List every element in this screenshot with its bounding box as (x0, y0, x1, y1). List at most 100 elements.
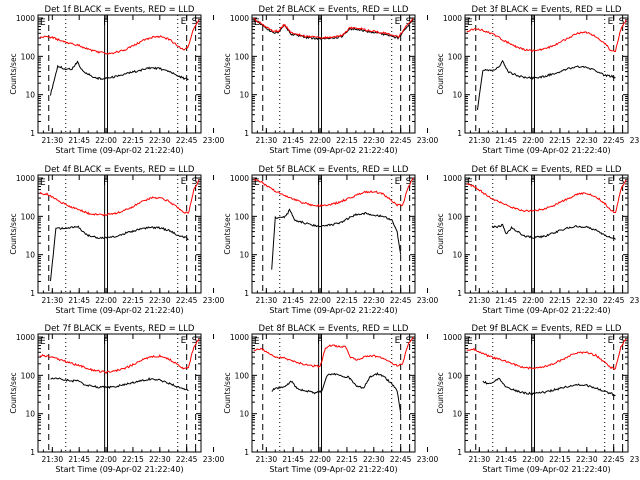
chart-title: Det 8f BLACK = Events, RED = LLD (259, 324, 409, 334)
x-tick-label: 22:00 (95, 296, 117, 305)
y-tick-label: 10 (239, 251, 249, 260)
marker-label-top-e: E (608, 177, 614, 187)
series-events-line (491, 223, 616, 240)
x-tick-label: 22:45 (176, 296, 198, 305)
x-tick-label: 23:00 (203, 296, 225, 305)
series-events-line (50, 225, 189, 282)
x-tick-label: 22:00 (95, 455, 117, 464)
y-tick-label: 10 (25, 91, 35, 100)
chart-title: Det 4f BLACK = Events, RED = LLD (45, 165, 195, 175)
plot-frame (251, 14, 416, 134)
x-tick-label: 22:00 (309, 296, 331, 305)
y-tick-label: 1000 (443, 333, 462, 342)
y-tick-label: 10 (239, 410, 249, 419)
x-tick-label: 22:15 (549, 136, 571, 145)
y-axis-label: Counts/sec (223, 372, 232, 413)
x-tick-label: 22:00 (522, 296, 544, 305)
x-tick-label: 23:00 (203, 455, 225, 464)
x-tick-label: 21:30 (469, 136, 491, 145)
y-tick-label: 100 (448, 371, 463, 380)
series-events-line (477, 59, 616, 110)
plot-frame (37, 333, 202, 453)
plot-frame (37, 174, 202, 294)
y-tick-label: 100 (235, 52, 250, 61)
chart-title: Det 3f BLACK = Events, RED = LLD (472, 5, 622, 15)
plot-frame (464, 174, 629, 294)
y-axis-label: Counts/sec (436, 372, 445, 413)
chart-title: Det 2f BLACK = Events, RED = LLD (259, 5, 409, 15)
x-tick-label: 23:00 (417, 455, 439, 464)
x-tick-label: 21:45 (68, 296, 90, 305)
x-tick-label: 22:15 (122, 136, 144, 145)
x-tick-label: 22:45 (603, 296, 625, 305)
x-tick-label: 22:15 (549, 455, 571, 464)
chart-panel-det2: Det 2f BLACK = Events, RED = LLD 1 10 100 10… (223, 5, 439, 155)
x-tick-label: 22:00 (522, 136, 544, 145)
x-tick-label: 22:30 (363, 296, 385, 305)
x-tick-label: 21:45 (68, 455, 90, 464)
y-tick-label: 100 (235, 212, 250, 221)
marker-label-top-e: E (608, 17, 614, 27)
x-tick-label: 21:30 (256, 455, 278, 464)
marker-label-top-e: E (395, 336, 401, 346)
x-tick-label: 22:45 (390, 136, 412, 145)
x-tick-label: 23:00 (630, 136, 640, 145)
y-tick-label: 1000 (230, 174, 249, 183)
x-tick-label: 21:30 (42, 296, 64, 305)
y-tick-label: 1 (30, 129, 35, 138)
series-events-line (271, 208, 402, 270)
marker-label-f: F (317, 337, 322, 347)
plot-frame (251, 333, 416, 453)
y-tick-label: 1 (30, 448, 35, 457)
series-lld-line (39, 179, 200, 217)
x-tick-label: 21:45 (495, 455, 517, 464)
y-tick-label: 1000 (16, 333, 35, 342)
x-tick-label: 22:45 (390, 455, 412, 464)
y-tick-label: 10 (25, 410, 35, 419)
series-events-line (482, 377, 616, 397)
y-axis-label: Counts/sec (9, 372, 18, 413)
y-tick-label: 100 (235, 371, 250, 380)
series-lld-line (466, 179, 627, 213)
x-tick-label: 22:00 (309, 455, 331, 464)
y-tick-label: 100 (448, 212, 463, 221)
marker-label-f: F (530, 178, 535, 188)
x-tick-label: 21:30 (42, 136, 64, 145)
x-tick-label: 22:45 (603, 455, 625, 464)
x-axis-label: Start Time (09-Apr-02 21:22:40) (482, 465, 610, 474)
x-tick-label: 21:45 (68, 136, 90, 145)
chart-panel-det9: Det 9f BLACK = Events, RED = LLD 1 10 100 10… (436, 324, 640, 474)
x-tick-label: 22:15 (336, 455, 358, 464)
x-tick-label: 23:00 (630, 455, 640, 464)
y-tick-label: 1 (30, 289, 35, 298)
marker-label-top-e: E (181, 17, 187, 27)
marker-label-left: E (40, 178, 46, 188)
y-tick-label: 10 (452, 91, 462, 100)
y-tick-label: 100 (21, 371, 36, 380)
marker-label-top-s: S (619, 17, 625, 27)
marker-label-f: F (103, 178, 108, 188)
y-tick-label: 1000 (230, 14, 249, 23)
x-tick-label: 21:45 (282, 455, 304, 464)
y-tick-label: 1000 (16, 14, 35, 23)
x-tick-label: 22:30 (149, 296, 171, 305)
x-tick-label: 21:45 (282, 296, 304, 305)
x-tick-label: 22:15 (549, 296, 571, 305)
x-tick-label: 22:30 (576, 136, 598, 145)
plot-frame (251, 174, 416, 294)
marker-label-left: E (467, 18, 473, 28)
x-tick-label: 22:00 (309, 136, 331, 145)
x-tick-label: 22:30 (149, 136, 171, 145)
y-tick-label: 10 (239, 91, 249, 100)
y-tick-label: 10 (25, 251, 35, 260)
marker-label-top-e: E (181, 177, 187, 187)
x-tick-label: 23:00 (630, 296, 640, 305)
marker-label-top-s: S (406, 17, 412, 27)
x-tick-label: 21:45 (495, 136, 517, 145)
marker-label-top-e: E (181, 336, 187, 346)
series-events-line (271, 372, 402, 414)
x-tick-label: 22:00 (95, 136, 117, 145)
chart-title: Det 1f BLACK = Events, RED = LLD (45, 5, 195, 15)
x-tick-label: 22:30 (149, 455, 171, 464)
marker-label-f: F (103, 337, 108, 347)
